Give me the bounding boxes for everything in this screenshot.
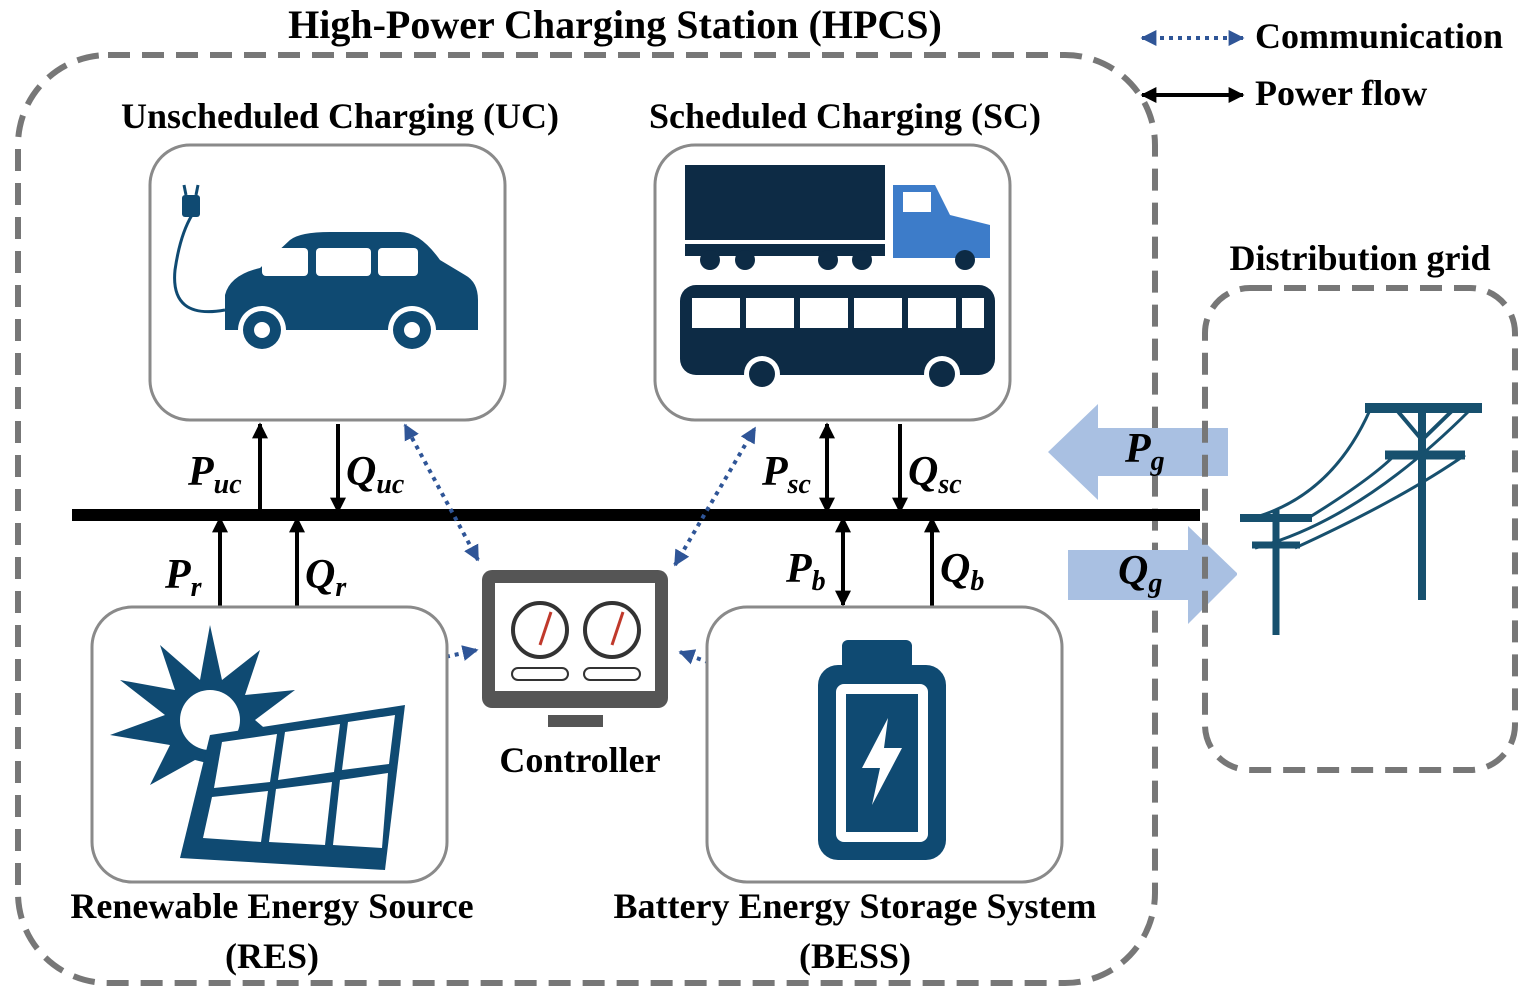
legend-communication: Communication: [1255, 16, 1503, 56]
subscript: r: [191, 572, 203, 603]
res-label-line2: (RES): [225, 936, 319, 976]
subscript: sc: [787, 469, 812, 500]
p-r-label: Pr: [164, 552, 203, 603]
legend-power-flow: Power flow: [1255, 73, 1427, 113]
controller-icon: [482, 570, 668, 727]
symbol: Q: [346, 449, 376, 495]
symbol: Q: [305, 552, 335, 598]
symbol: P: [164, 552, 191, 598]
subscript: r: [335, 572, 347, 603]
comm-sc: [673, 426, 757, 567]
subscript: g: [1150, 446, 1165, 477]
q-g-arrow: [1068, 526, 1238, 624]
p-uc-label: Puc: [187, 449, 242, 500]
p-b-label: Pb: [785, 546, 826, 597]
symbol: P: [761, 449, 788, 495]
p-g-arrow: [1048, 404, 1228, 500]
bess-label-line1: Battery Energy Storage System: [614, 886, 1097, 926]
p-g-label: Pg: [1124, 426, 1165, 477]
subscript: g: [1147, 568, 1162, 599]
controller-label: Controller: [499, 740, 660, 780]
subscript: sc: [937, 469, 962, 500]
q-g-label: Qg: [1118, 548, 1162, 599]
subscript: b: [970, 566, 984, 597]
q-b-label: Qb: [940, 546, 984, 597]
symbol: P: [785, 546, 812, 592]
symbol: Q: [1118, 548, 1148, 594]
bess-label-line2: (BESS): [799, 936, 911, 976]
grid-boundary: [1202, 285, 1518, 773]
symbol: P: [187, 449, 214, 495]
symbol: Q: [908, 449, 938, 495]
q-r-label: Qr: [305, 552, 347, 603]
comm-uc: [403, 423, 480, 562]
symbol: Q: [940, 546, 970, 592]
tower-icon: [1240, 403, 1482, 635]
q-sc-label: Qsc: [908, 449, 962, 500]
subscript: uc: [376, 469, 405, 500]
truck-bus-icon: [680, 165, 995, 392]
p-sc-label: Psc: [761, 449, 812, 500]
res-label-line1: Renewable Energy Source: [70, 886, 473, 926]
subscript: uc: [214, 469, 243, 500]
q-uc-label: Quc: [346, 449, 405, 500]
car-icon: [173, 184, 478, 354]
symbol: P: [1124, 426, 1151, 472]
subscript: b: [812, 566, 826, 597]
grid-label: Distribution grid: [1229, 238, 1490, 278]
uc-label: Unscheduled Charging (UC): [121, 96, 559, 136]
sc-label: Scheduled Charging (SC): [649, 96, 1041, 136]
solar-icon: [110, 625, 405, 870]
battery-icon: [818, 640, 946, 860]
title: High-Power Charging Station (HPCS): [288, 2, 942, 47]
